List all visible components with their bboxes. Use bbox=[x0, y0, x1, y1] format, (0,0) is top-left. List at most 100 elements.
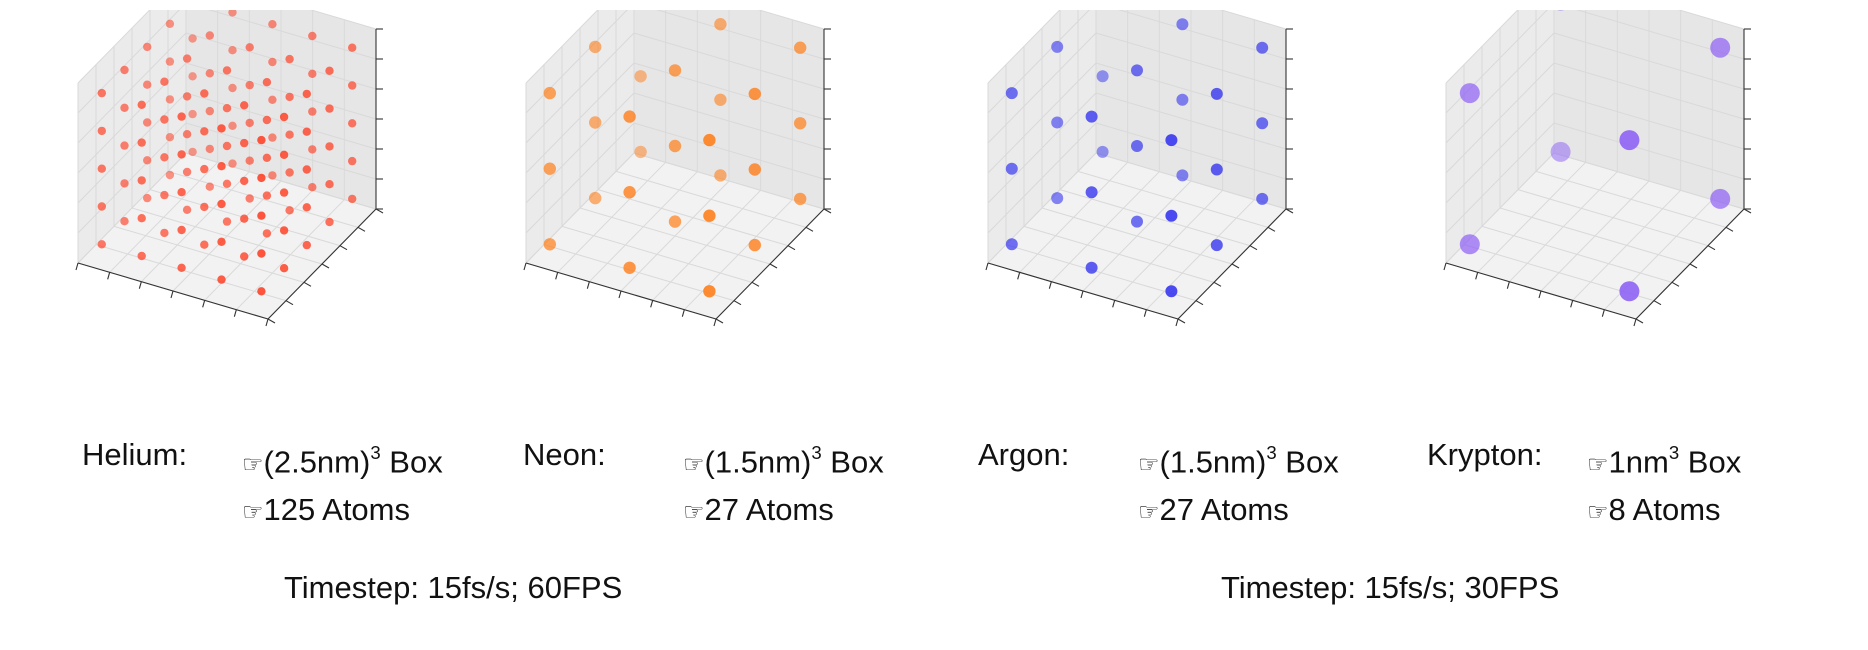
atom-point bbox=[160, 77, 169, 86]
atom-point bbox=[1005, 87, 1018, 100]
atom-point bbox=[268, 133, 277, 142]
y-tick bbox=[303, 281, 312, 287]
atom-point bbox=[1210, 239, 1223, 252]
atom-point bbox=[222, 179, 232, 188]
x-tick bbox=[1601, 309, 1605, 317]
atom-point bbox=[1165, 285, 1178, 298]
pointing-hand-icon: ☞ bbox=[242, 450, 264, 479]
atom-point bbox=[1550, 141, 1571, 162]
pointing-hand-icon: ☞ bbox=[242, 498, 264, 527]
element-name: Helium: bbox=[82, 437, 188, 472]
x-tick bbox=[650, 300, 654, 308]
atom-point bbox=[205, 144, 214, 154]
element-name: Neon: bbox=[523, 437, 606, 472]
neon-3d-axes bbox=[523, 10, 832, 327]
atom-point bbox=[200, 240, 209, 249]
pointing-hand-icon: ☞ bbox=[1587, 450, 1609, 479]
y-tick bbox=[1725, 226, 1734, 232]
atom-point bbox=[120, 217, 129, 226]
grid-line bbox=[757, 10, 825, 30]
grid-line bbox=[1219, 10, 1287, 30]
atom-point bbox=[308, 107, 317, 116]
x-tick bbox=[1538, 290, 1542, 299]
atom-point bbox=[1165, 134, 1178, 147]
y-tick bbox=[715, 318, 724, 324]
atom-point bbox=[97, 164, 106, 173]
atom-point bbox=[1131, 140, 1143, 152]
atom-point bbox=[120, 179, 129, 188]
atom-point bbox=[589, 191, 602, 205]
atom-point bbox=[262, 153, 272, 162]
atom-point bbox=[165, 57, 175, 66]
atom-count-line: ☞27 Atoms bbox=[683, 492, 834, 528]
x-tick bbox=[1080, 290, 1084, 299]
atom-point bbox=[222, 104, 232, 113]
atom-point bbox=[205, 69, 214, 78]
atom-point bbox=[165, 19, 175, 28]
atom-point bbox=[543, 162, 556, 175]
atom-point bbox=[623, 110, 636, 123]
box-size-line: ☞1nm3 Box bbox=[1587, 442, 1742, 480]
atom-point bbox=[302, 240, 311, 250]
atom-point bbox=[217, 162, 226, 171]
atom-point bbox=[623, 186, 636, 199]
atom-point bbox=[165, 95, 175, 104]
atom-point bbox=[1256, 117, 1269, 130]
x-tick bbox=[1570, 300, 1574, 308]
atom-point bbox=[182, 167, 192, 177]
atom-point bbox=[1131, 215, 1143, 228]
atom-point bbox=[228, 10, 237, 17]
atom-point bbox=[1256, 41, 1269, 54]
grid-line bbox=[1095, 152, 1287, 210]
y-tick bbox=[1285, 208, 1294, 214]
atom-point bbox=[137, 176, 146, 185]
atom-point bbox=[302, 165, 311, 174]
atom-point bbox=[714, 169, 727, 182]
atom-point bbox=[188, 147, 197, 157]
x-tick bbox=[1143, 309, 1147, 317]
x-tick bbox=[523, 262, 527, 271]
atom-point bbox=[245, 43, 254, 52]
atom-point bbox=[160, 190, 169, 200]
timestep-label-30fps: Timestep: 15fs/s; 30FPS bbox=[1221, 570, 1560, 605]
grid-line bbox=[1077, 170, 1269, 228]
atom-point bbox=[182, 54, 192, 63]
pointing-hand-icon: ☞ bbox=[1587, 498, 1609, 527]
box-size-line: ☞(1.5nm)3 Box bbox=[1138, 442, 1339, 480]
y-tick bbox=[285, 300, 294, 306]
atom-point bbox=[794, 41, 807, 54]
y-tick bbox=[787, 245, 796, 251]
atom-point bbox=[120, 141, 129, 150]
y-tick bbox=[375, 208, 384, 214]
atom-point bbox=[268, 95, 277, 105]
atom-point bbox=[245, 80, 254, 90]
grid-line bbox=[633, 152, 825, 210]
x-tick bbox=[1506, 281, 1510, 289]
atom-point bbox=[143, 80, 152, 89]
atom-point bbox=[1005, 162, 1018, 175]
atom-point bbox=[143, 118, 152, 127]
atom-point bbox=[1096, 145, 1109, 158]
atom-point bbox=[1619, 281, 1640, 302]
atom-point bbox=[748, 238, 761, 252]
atom-point bbox=[668, 64, 682, 77]
atom-point bbox=[589, 116, 602, 129]
atom-point bbox=[268, 171, 277, 180]
atom-point bbox=[348, 43, 357, 52]
x-tick bbox=[1475, 272, 1479, 280]
atom-point bbox=[228, 46, 237, 55]
atom-point bbox=[177, 112, 186, 121]
atom-point bbox=[177, 150, 186, 159]
atom-point bbox=[1051, 40, 1064, 53]
atom-point bbox=[245, 156, 254, 165]
atom-point bbox=[794, 192, 807, 206]
atom-point bbox=[143, 193, 152, 203]
x-tick bbox=[618, 290, 622, 299]
atom-point bbox=[120, 65, 129, 75]
atom-point bbox=[302, 127, 311, 136]
grid-line bbox=[185, 152, 377, 210]
atom-point bbox=[200, 127, 209, 136]
atom-point bbox=[205, 31, 214, 40]
x-tick bbox=[265, 318, 269, 327]
x-tick bbox=[985, 262, 989, 271]
